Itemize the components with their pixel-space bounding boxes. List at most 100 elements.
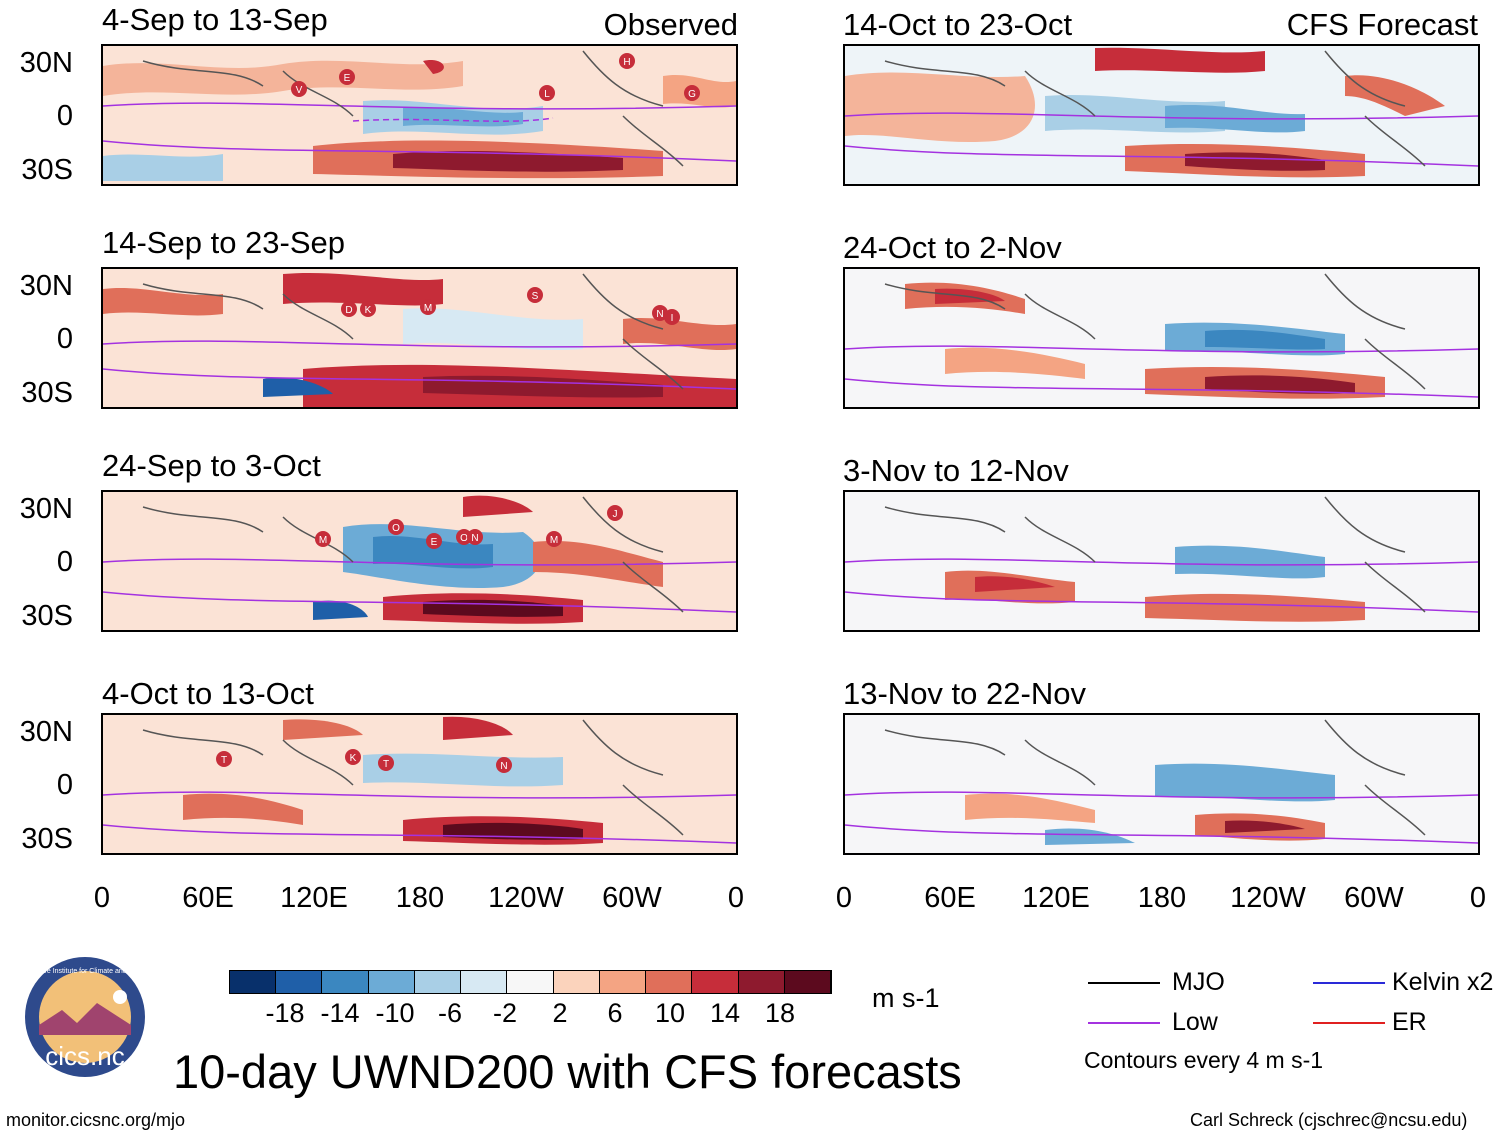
storm-letter: M — [424, 303, 432, 314]
colorbar — [229, 970, 832, 994]
colorbar-swatch — [738, 971, 785, 993]
storm-letter: G — [688, 89, 696, 100]
colorbar-swatch — [553, 971, 600, 993]
lat-0: 0 — [56, 546, 73, 578]
map-panel-2 — [101, 267, 738, 409]
lon-label: 120E — [280, 882, 348, 914]
storm-letter: K — [365, 305, 372, 316]
colorbar-swatch — [461, 971, 508, 993]
lon-label: 0 — [1469, 882, 1487, 914]
storm-marker-icon: N — [496, 757, 512, 773]
lon-label: 0 — [835, 882, 853, 914]
storm-marker-icon: K — [360, 301, 376, 317]
lon-label: 120W — [1230, 882, 1306, 914]
lat-30s: 30S — [21, 154, 73, 186]
legend-er-label: ER — [1392, 1008, 1427, 1036]
cics-logo: Cooperative Institute for Climate and Sa… — [13, 957, 157, 1077]
colorbar-swatch — [368, 971, 415, 993]
uwnd-field-2 — [103, 269, 736, 407]
lat-30n: 30N — [19, 270, 73, 302]
storm-marker-icon: M — [420, 299, 436, 315]
legend-kelvin-label: Kelvin x2 — [1392, 968, 1494, 996]
lat-30s: 30S — [21, 377, 73, 409]
storm-marker-icon: T — [216, 751, 232, 767]
footer-url: monitor.cicsnc.org/mjo — [6, 1110, 186, 1130]
panel-title-4: 4-Oct to 13-Oct — [102, 676, 314, 711]
legend-er-line — [1313, 1022, 1385, 1024]
lon-label: 180 — [1137, 882, 1187, 914]
logo-text: cics.nc — [45, 1041, 124, 1071]
storm-letter: E — [344, 73, 351, 84]
storm-letter: N — [656, 309, 663, 320]
colorbar-swatch — [646, 971, 693, 993]
storm-letter: T — [383, 759, 389, 770]
storm-marker-icon: J — [607, 505, 623, 521]
storm-letter: O — [460, 533, 468, 544]
lat-30s: 30S — [21, 823, 73, 855]
colorbar-tick: -14 — [320, 998, 360, 1028]
panel-title-5: 14-Oct to 23-Oct — [843, 7, 1073, 42]
storm-marker-icon: V — [291, 81, 307, 97]
lat-30n: 30N — [19, 47, 73, 79]
uwnd-field-5 — [845, 46, 1478, 184]
uwnd-field-8 — [845, 715, 1478, 853]
storm-marker-icon: H — [619, 53, 635, 69]
lat-30n: 30N — [19, 493, 73, 525]
storm-marker-icon: S — [527, 287, 543, 303]
lon-label: 60W — [1344, 882, 1404, 914]
uwnd-field-3 — [103, 492, 736, 630]
storm-letter: M — [319, 535, 327, 546]
colorbar-swatch — [784, 971, 832, 993]
colorbar-swatch — [230, 971, 277, 993]
lon-label: 60E — [182, 882, 234, 914]
main-title: 10-day UWND200 with CFS forecasts — [173, 1045, 962, 1098]
map-panel-5 — [843, 44, 1480, 186]
colorbar-swatch — [276, 971, 323, 993]
panel-title-6: 24-Oct to 2-Nov — [843, 230, 1062, 265]
colorbar-units: m s-1 — [872, 983, 940, 1013]
panel-title-1: 4-Sep to 13-Sep — [102, 2, 328, 37]
map-panel-8 — [843, 713, 1480, 855]
colorbar-swatch — [507, 971, 554, 993]
storm-marker-icon: O — [456, 529, 472, 545]
colorbar-tick: -18 — [265, 998, 305, 1028]
storm-letter: N — [471, 533, 478, 544]
storm-marker-icon: M — [546, 531, 562, 547]
colorbar-swatch — [414, 971, 462, 993]
legend-contours-note: Contours every 4 m s-1 — [1084, 1047, 1324, 1073]
colorbar-tick: 6 — [607, 998, 623, 1028]
lon-label: 120E — [1022, 882, 1090, 914]
panel-title-8: 13-Nov to 22-Nov — [843, 676, 1086, 711]
colorbar-tick: -10 — [375, 998, 415, 1028]
lat-0: 0 — [56, 323, 73, 355]
legend-mjo-line — [1088, 982, 1160, 984]
lat-0: 0 — [56, 100, 73, 132]
storm-marker-icon: K — [345, 749, 361, 765]
colorbar-tick: 14 — [709, 998, 741, 1028]
storm-marker-icon: M — [315, 531, 331, 547]
map-panel-1 — [101, 44, 738, 186]
storm-letter: E — [431, 537, 438, 548]
uwnd-field-7 — [845, 492, 1478, 630]
lon-label: 120W — [488, 882, 564, 914]
colorbar-tick: 18 — [764, 998, 796, 1028]
map-panel-4 — [101, 713, 738, 855]
colorbar-swatch — [692, 971, 739, 993]
storm-letter: L — [544, 89, 550, 100]
uwnd-field-4 — [103, 715, 736, 853]
storm-marker-icon: E — [339, 69, 355, 85]
uwnd-field-1 — [103, 46, 736, 184]
observed-label: Observed — [603, 7, 738, 42]
lon-label: 60W — [602, 882, 662, 914]
storm-letter: T — [221, 755, 227, 766]
storm-marker-icon: L — [539, 85, 555, 101]
colorbar-swatch — [599, 971, 647, 993]
storm-letter: D — [345, 305, 352, 316]
storm-marker-icon: O — [388, 519, 404, 535]
colorbar-swatch — [322, 971, 369, 993]
legend-kelvin-line — [1313, 982, 1385, 984]
storm-letter: O — [392, 523, 400, 534]
storm-letter: N — [500, 761, 507, 772]
colorbar-tick: -6 — [437, 998, 462, 1028]
map-panel-7 — [843, 490, 1480, 632]
